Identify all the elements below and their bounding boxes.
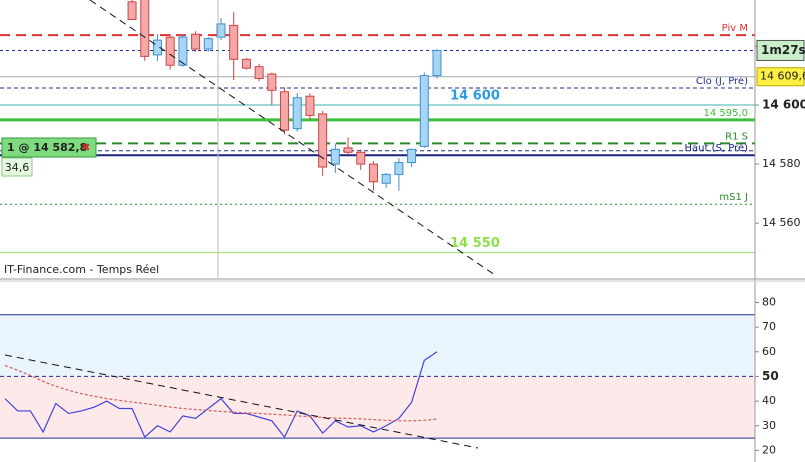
candle-body — [127, 1, 137, 20]
candle-body — [254, 66, 264, 80]
y-tick-label: 60 — [762, 345, 776, 358]
candle-body — [216, 23, 226, 38]
level-label: mS1 J — [719, 192, 748, 203]
close-icon[interactable]: ✖ — [81, 141, 90, 154]
candle-body — [178, 36, 188, 66]
indicator-line — [4, 365, 438, 422]
candle-body — [229, 24, 239, 60]
candle-body — [318, 113, 328, 168]
y-tick-label: 14 600 — [762, 98, 805, 112]
candle-body — [368, 163, 378, 183]
source-label: IT-Finance.com - Temps Réel — [4, 263, 159, 276]
zone-fill — [0, 314, 755, 377]
trend-line — [4, 354, 479, 449]
candle-body — [241, 58, 251, 69]
timer: 1m27s — [761, 43, 805, 57]
level-label: Clo (J, Pré) — [696, 75, 748, 87]
order-pnl: 34,6 — [5, 161, 30, 174]
order-box[interactable]: 1 @ 14 582,8 ✖ 34,6 — [1, 137, 97, 177]
y-tick-label: 70 — [762, 320, 776, 333]
y-tick-label: 20 — [762, 443, 776, 456]
candle-body — [407, 148, 417, 164]
candle-body — [305, 95, 315, 116]
order-bg — [1, 137, 97, 158]
price-tag-label: 14 609,6 — [760, 70, 805, 83]
candle-body — [267, 73, 277, 91]
candle-body — [432, 49, 442, 77]
candle-body — [152, 39, 162, 56]
y-tick-label: 80 — [762, 295, 776, 308]
candle-body — [280, 91, 290, 131]
trend-line — [89, 0, 496, 276]
y-tick-label: 14 580 — [762, 157, 801, 170]
order-text: 1 @ 14 582,8 — [7, 141, 87, 154]
candle-body — [140, 0, 150, 57]
level-label: 14 550 — [450, 236, 500, 251]
candle-body — [292, 97, 302, 130]
level-label: 14 595,0 — [703, 108, 748, 119]
candle-body — [191, 33, 201, 50]
price-tag — [756, 67, 805, 87]
candle-body — [381, 173, 391, 184]
candle-body — [356, 151, 366, 165]
candle-body — [394, 162, 404, 175]
candle-body — [203, 38, 213, 50]
indicator-line — [4, 351, 438, 439]
y-tick-label: 30 — [762, 419, 776, 432]
y-tick-label: 14 560 — [762, 216, 801, 229]
level-label: Piv M — [722, 23, 748, 34]
candle-body — [343, 147, 353, 153]
candle-body — [165, 36, 175, 66]
level-label: R1 S — [725, 131, 748, 142]
y-tick-label: 50 — [762, 369, 779, 383]
pnl-bg — [1, 157, 33, 177]
candle-body — [419, 75, 429, 147]
zone-fill — [0, 376, 755, 439]
y-tick-label: 40 — [762, 394, 776, 407]
candle-body — [330, 148, 340, 165]
level-label: 14 600 — [450, 89, 500, 104]
timer-box — [756, 39, 805, 61]
level-label: Haut (S, Pré) — [685, 142, 749, 154]
